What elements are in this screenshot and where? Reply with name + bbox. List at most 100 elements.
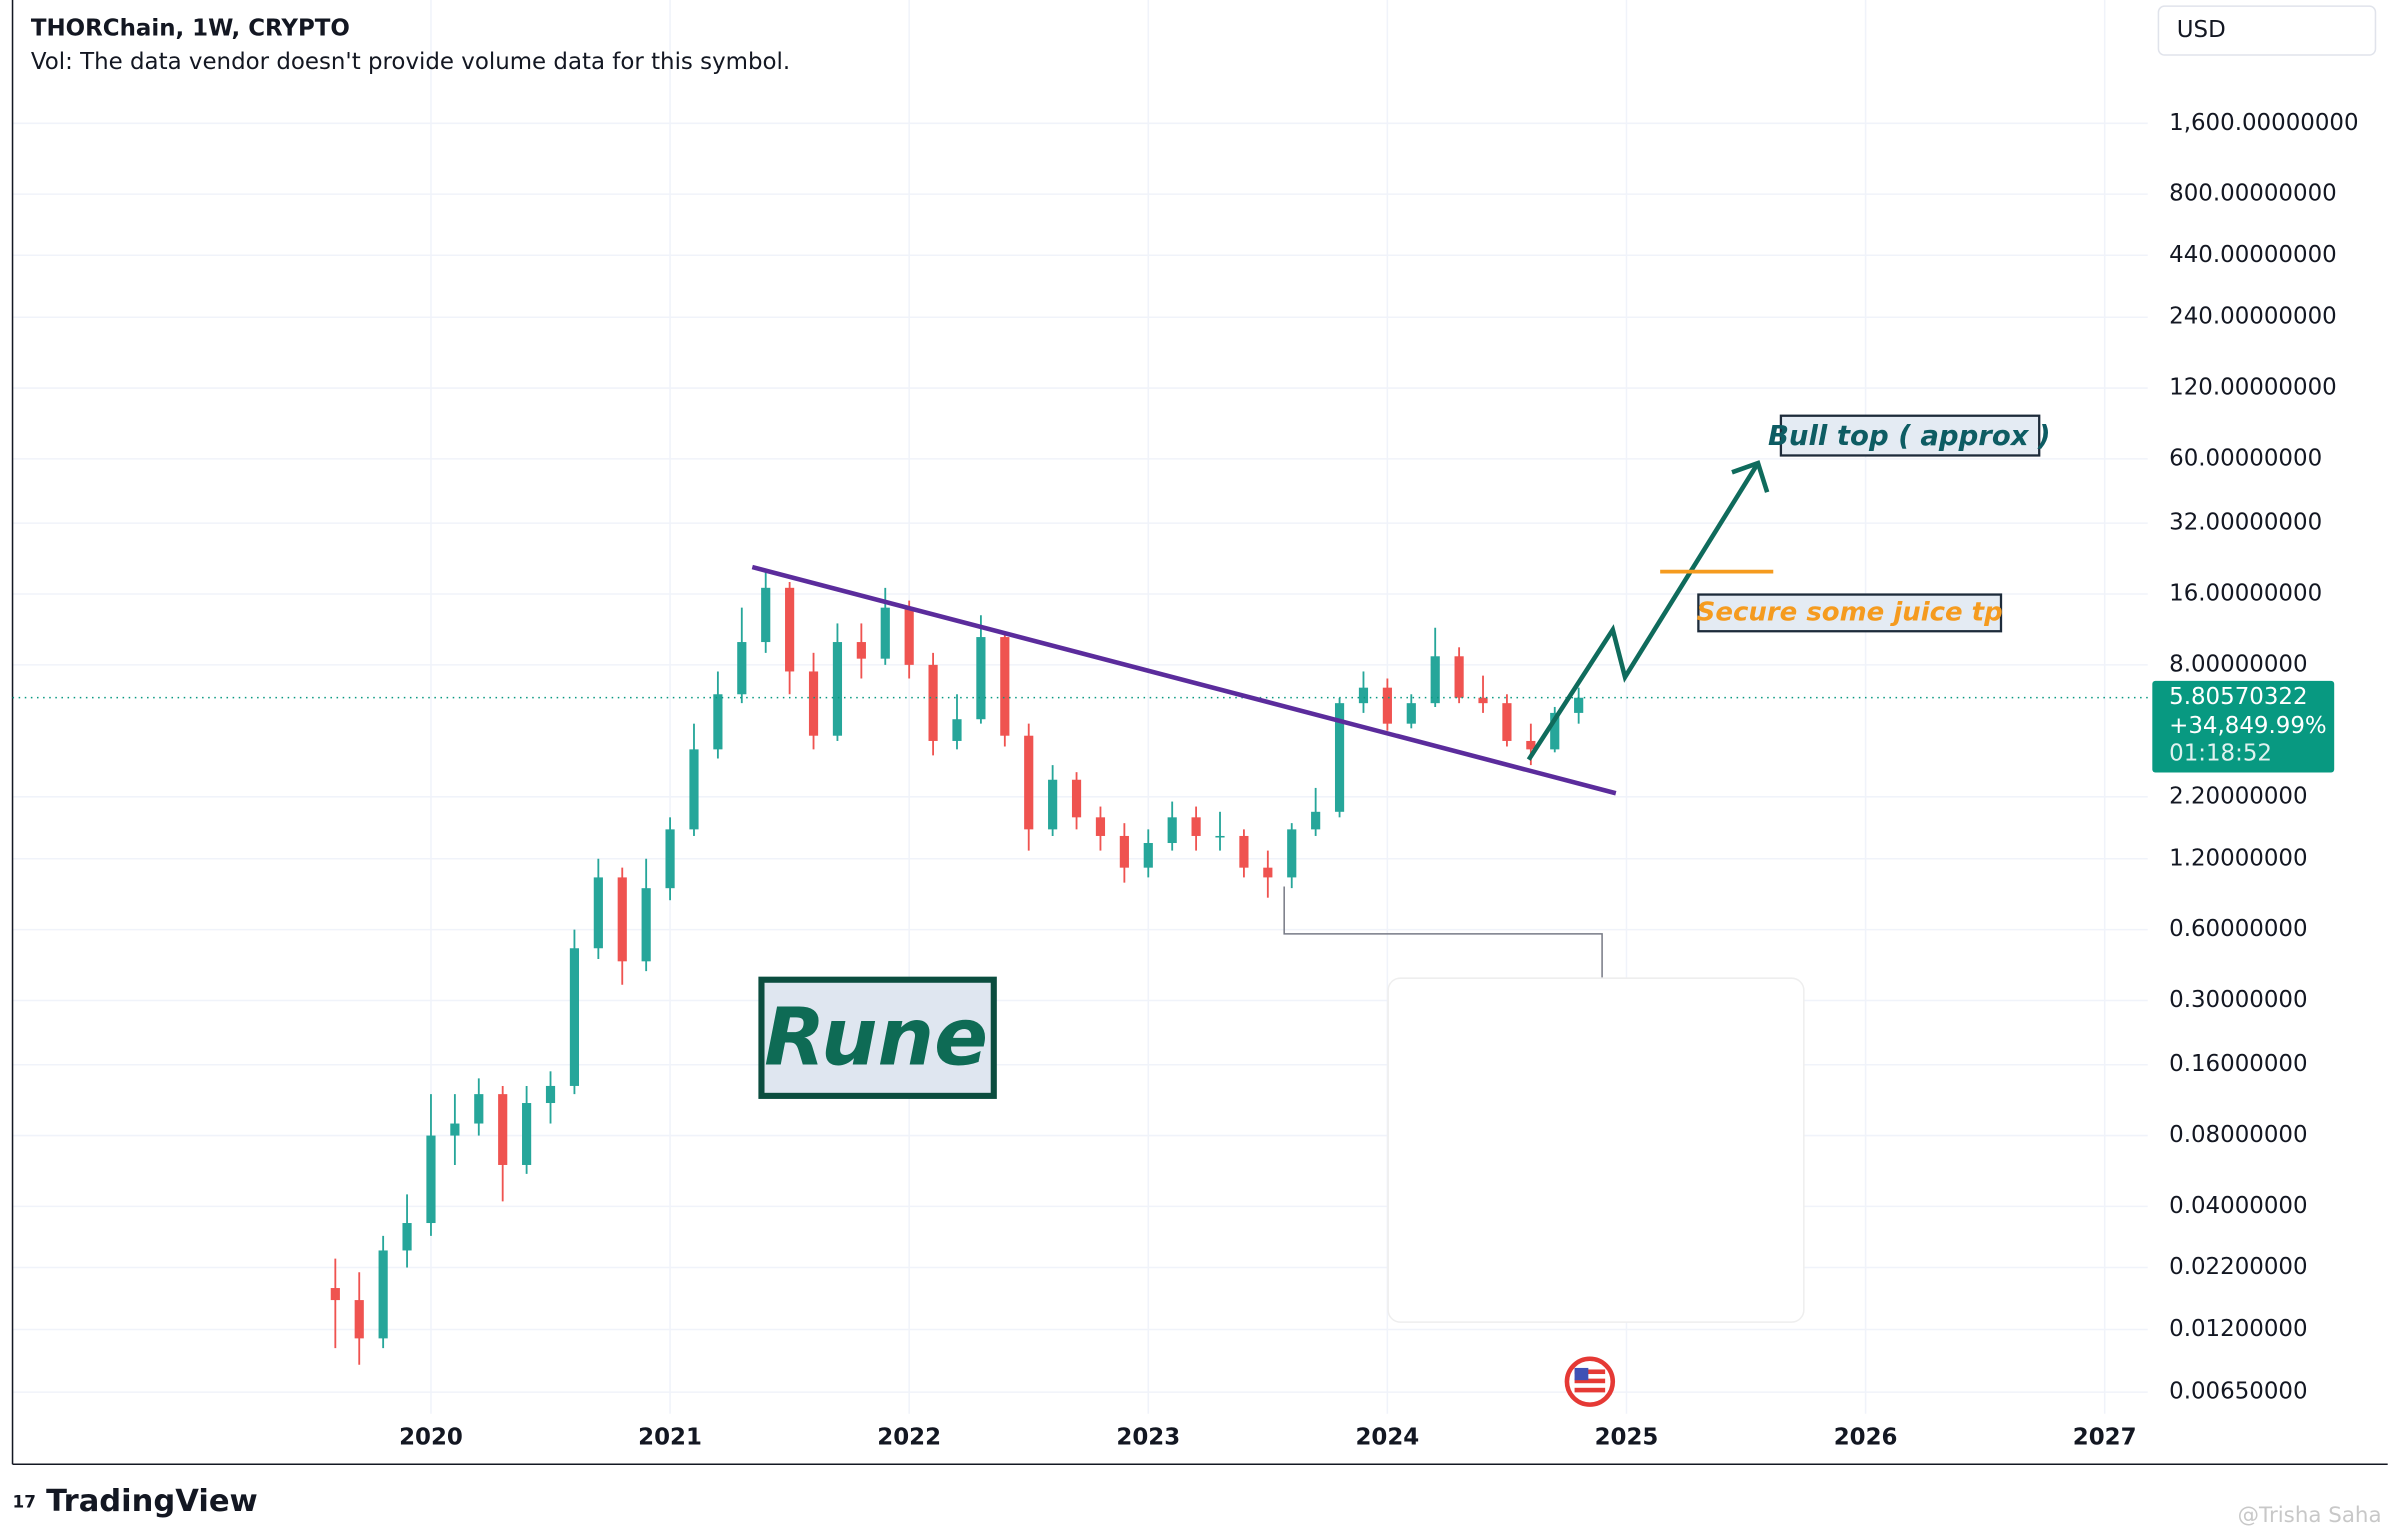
candle-body xyxy=(617,877,627,962)
candle-body xyxy=(545,1085,556,1104)
grid xyxy=(12,0,2148,1414)
y-tick-label: 0.60000000 xyxy=(2169,916,2307,942)
x-tick-label: 2027 xyxy=(2073,1425,2137,1451)
y-tick-label: 0.00650000 xyxy=(2169,1379,2307,1405)
tp-box xyxy=(1697,593,2003,633)
candle-body xyxy=(522,1103,532,1165)
currency-button[interactable] xyxy=(2157,5,2377,56)
candle-body xyxy=(1502,703,1512,741)
y-tick-label: 16.00000000 xyxy=(2169,581,2322,607)
flag-stripe xyxy=(1574,1369,1606,1375)
flag-stripe xyxy=(1574,1387,1606,1393)
symbol-title: THORChain, 1W, CRYPTO xyxy=(31,16,350,42)
y-tick-label: 60.00000000 xyxy=(2169,445,2322,471)
candles xyxy=(12,571,2148,1365)
y-tick-label: 2.20000000 xyxy=(2169,783,2307,809)
candle-body xyxy=(832,642,843,736)
x-tick-label: 2026 xyxy=(1834,1425,1898,1451)
candle-body xyxy=(354,1300,364,1339)
y-tick-label: 1,600.00000000 xyxy=(2169,110,2358,136)
arrow-head xyxy=(1731,460,1770,493)
candle-body xyxy=(1478,697,1488,704)
candle-body xyxy=(1526,740,1536,750)
candle-body xyxy=(450,1123,460,1136)
candle-body xyxy=(1358,687,1369,704)
candle-body xyxy=(1239,835,1249,868)
y-tick-label: 8.00000000 xyxy=(2169,651,2307,677)
bull-top-box xyxy=(1779,414,2041,457)
candle-body xyxy=(1024,735,1034,830)
currency[interactable]: USD xyxy=(2177,17,2226,43)
annotation: Secure some juice tp xyxy=(1697,597,2003,627)
candle-body xyxy=(1215,835,1225,838)
candle-body xyxy=(569,948,580,1086)
candle-body xyxy=(785,587,795,672)
trendline xyxy=(751,564,1617,796)
annotation: Rune xyxy=(764,990,988,1083)
candle-body xyxy=(1382,687,1392,724)
price-label-bg xyxy=(2152,680,2335,773)
candle-body xyxy=(1406,703,1416,724)
candle-body xyxy=(1263,867,1273,878)
y-tick-label: 240.00000000 xyxy=(2169,304,2337,330)
candle-body xyxy=(1574,697,1584,713)
annotation: Bull top ( approx ) xyxy=(1768,420,2051,452)
flag-icon xyxy=(1564,1356,1616,1407)
candle-body xyxy=(1334,703,1345,812)
y-tick-label: 0.02200000 xyxy=(2169,1254,2307,1280)
candle-body xyxy=(952,719,962,741)
y-tick-label: 0.08000000 xyxy=(2169,1122,2307,1148)
candle-body xyxy=(1119,835,1129,868)
candle-body xyxy=(808,671,819,736)
candle-body xyxy=(474,1094,484,1124)
candle-body xyxy=(689,749,699,830)
brand: TradingView xyxy=(46,1484,258,1519)
candle-body xyxy=(856,642,866,659)
candle-body xyxy=(1191,817,1201,836)
flag-canton xyxy=(1574,1367,1589,1381)
candle-body xyxy=(737,642,747,695)
candle-body xyxy=(1095,817,1106,836)
logo-mark: 17 xyxy=(13,1491,36,1511)
x-tick-label: 2025 xyxy=(1595,1425,1659,1451)
price-label: 5.80570322 +34,849.99%01:18:52 xyxy=(2152,680,2335,773)
candle-body xyxy=(330,1288,340,1301)
last-price: 5.80570322 xyxy=(2169,684,2307,710)
candle-body xyxy=(1550,712,1560,750)
x-tick-label: 2023 xyxy=(1116,1425,1180,1451)
x-tick-label: 2024 xyxy=(1355,1425,1419,1451)
candle-body xyxy=(1048,779,1058,830)
candle-body xyxy=(1311,811,1321,830)
candle-body xyxy=(1454,656,1464,698)
y-tick-label: 0.01200000 xyxy=(2169,1316,2307,1342)
countdown: 01:18:52 xyxy=(2169,741,2272,767)
candle-body xyxy=(378,1250,388,1339)
y-tick-label: 0.30000000 xyxy=(2169,987,2307,1013)
candle-body xyxy=(1167,817,1177,844)
candle-body xyxy=(904,607,914,665)
x-tick-label: 2020 xyxy=(399,1425,463,1451)
candle-body xyxy=(1071,779,1082,818)
candle-body xyxy=(880,607,890,659)
y-tick-label: 120.00000000 xyxy=(2169,375,2337,401)
candle-body xyxy=(498,1094,508,1165)
volume-note: Vol: The data vendor doesn't provide vol… xyxy=(31,49,790,75)
faint-panel xyxy=(1387,977,1805,1323)
x-tick-label: 2022 xyxy=(877,1425,941,1451)
watermark: @Trisha Saha xyxy=(2238,1503,2382,1528)
candle-body xyxy=(928,664,938,741)
candle-body xyxy=(976,637,986,720)
change: +34,849.99% xyxy=(2169,713,2327,739)
y-tick-label: 440.00000000 xyxy=(2169,242,2337,268)
y-tick-label: 800.00000000 xyxy=(2169,181,2337,207)
candle-body xyxy=(1000,637,1010,736)
candle-body xyxy=(593,877,603,949)
candle-body xyxy=(761,587,771,643)
rune-box xyxy=(758,976,997,1099)
flag-stripe xyxy=(1574,1378,1606,1384)
candle-body xyxy=(713,694,723,750)
candle-body xyxy=(1287,829,1297,878)
candle-body xyxy=(665,829,675,889)
candle-body xyxy=(426,1135,436,1224)
